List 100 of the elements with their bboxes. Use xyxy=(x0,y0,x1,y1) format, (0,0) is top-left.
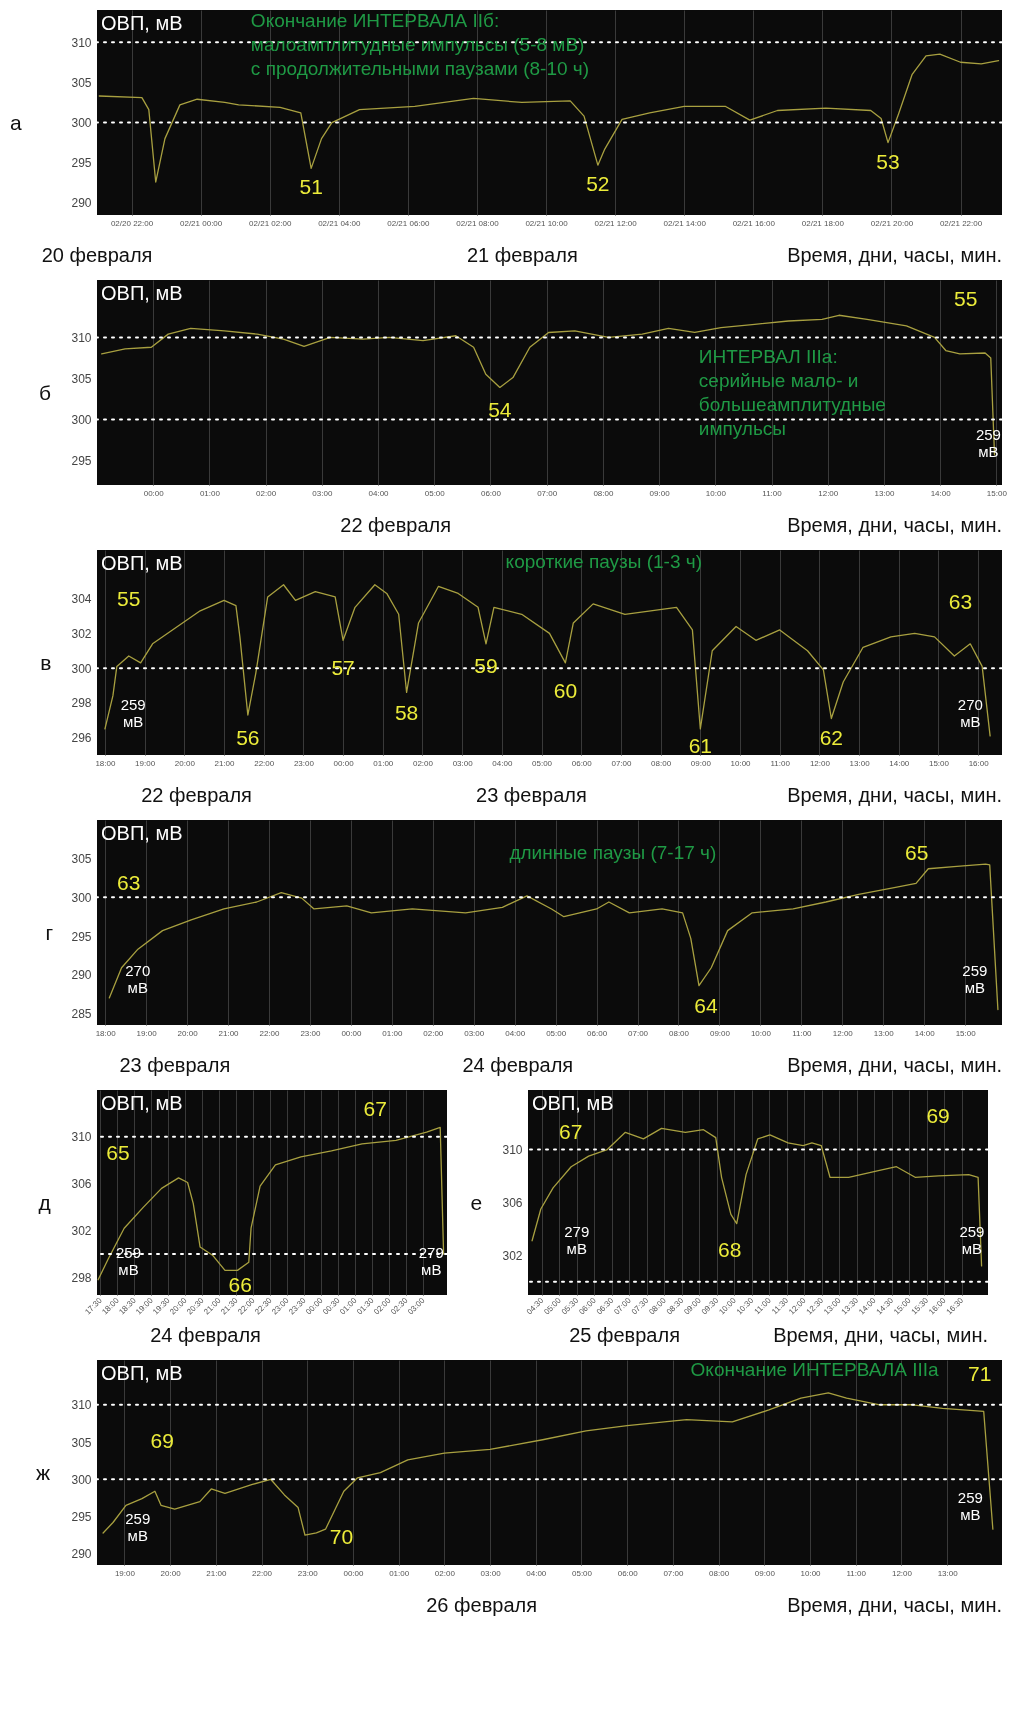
annotation: 67 xyxy=(363,1097,387,1121)
x-tick-label: 16:00 xyxy=(968,758,990,768)
text: 20 февраля xyxy=(41,244,153,266)
x-tick-label: 11:00 xyxy=(762,488,783,498)
x-tick-label: 10:00 xyxy=(750,1028,772,1038)
x-tick-label: 02/20 22:00 xyxy=(110,218,154,228)
text: Время, дни, часы, мин. xyxy=(787,514,1002,536)
annotation: 69 xyxy=(150,1429,174,1452)
x-tick-label: 09:00 xyxy=(754,1568,776,1578)
x-tick-label: 13:00 xyxy=(874,488,896,498)
y-tick-label: 295 xyxy=(71,1510,92,1525)
x-tick-label: 14:00 xyxy=(914,1028,936,1038)
text: г xyxy=(45,920,54,944)
x-tick-label: 02/21 12:00 xyxy=(594,218,638,228)
x-tick-label: 01:00 xyxy=(373,758,394,768)
text: в xyxy=(40,650,52,674)
x-tick-label: 06:00 xyxy=(480,488,502,498)
annotation: 57 xyxy=(331,656,355,680)
x-tick-label: 02/21 02:00 xyxy=(249,218,292,228)
annotation: 65 xyxy=(905,840,929,864)
x-tick-label: 06:00 xyxy=(571,758,593,768)
annotation: 56 xyxy=(236,726,260,750)
x-tick-label: 19:00 xyxy=(136,1028,158,1038)
annotation: 69 xyxy=(926,1104,950,1128)
x-tick-label: 01:00 xyxy=(199,488,221,498)
annotation: 71 xyxy=(968,1362,992,1386)
x-tick-label: 05:00 xyxy=(571,1568,593,1578)
annotation: 70 xyxy=(329,1524,354,1548)
y-tick-label: 300 xyxy=(71,890,92,905)
x-tick-label: 23:00 xyxy=(297,1568,319,1578)
annotation: 61 xyxy=(688,733,713,757)
text: 24 февраля xyxy=(150,1324,261,1346)
text: Время, дни, часы, мин. xyxy=(787,244,1002,266)
annotation: короткие паузы (1-3 ч) xyxy=(505,551,702,573)
annotation: 53 xyxy=(876,149,900,173)
text: 23 февраля xyxy=(476,784,587,806)
annotation: 279 мВ xyxy=(418,1243,444,1278)
y-tick-label: 295 xyxy=(71,453,92,468)
text: Время, дни, часы, мин. xyxy=(773,1324,988,1346)
annotation: 66 xyxy=(228,1273,252,1297)
annotation: 55 xyxy=(954,286,978,310)
y-tick-label: 300 xyxy=(71,412,92,427)
y-tick-label: 285 xyxy=(71,1006,92,1021)
annotation: 64 xyxy=(694,993,718,1017)
x-tick-label: 15:00 xyxy=(928,758,950,768)
y-tick-label: 305 xyxy=(71,75,92,90)
annotation: 63 xyxy=(948,590,973,614)
y-tick-label: 296 xyxy=(71,731,92,746)
x-tick-label: 11:00 xyxy=(792,1028,813,1038)
annotation: 279 мВ xyxy=(564,1223,590,1258)
x-tick-label: 20:00 xyxy=(160,1568,182,1578)
y-tick-label: 302 xyxy=(71,1224,92,1239)
x-tick-label: 18:00 xyxy=(95,758,116,768)
x-tick-label: 07:00 xyxy=(537,488,558,498)
x-tick-label: 02/21 10:00 xyxy=(525,218,569,228)
y-tick-label: 298 xyxy=(71,696,92,711)
x-tick-label: 04:00 xyxy=(492,758,513,768)
y-tick-label: 295 xyxy=(71,156,92,171)
x-tick-label: 13:00 xyxy=(873,1028,895,1038)
x-tick-label: 03:00 xyxy=(312,488,333,498)
text: 24 февраля xyxy=(462,1054,574,1076)
x-tick-label: 02:00 xyxy=(423,1028,444,1038)
annotation: 67 xyxy=(559,1120,583,1144)
x-tick-label: 22:00 xyxy=(252,1568,273,1578)
x-tick-label: 12:00 xyxy=(891,1568,913,1578)
annotation: Окончание ИНТЕРВАЛА IIб: малоамплитудные импульсы (5-8 мВ) с продолжительными паузами (8-10 ч) xyxy=(250,10,590,80)
y-tick-label: 300 xyxy=(71,1472,92,1487)
y-axis-title: ОВП, мВ xyxy=(101,822,183,844)
annotation: 62 xyxy=(819,725,843,749)
y-tick-label: 310 xyxy=(71,1130,92,1145)
annotation: 259 мВ xyxy=(962,961,988,996)
annotation: 259 мВ xyxy=(120,695,146,730)
x-tick-label: 02/21 00:00 xyxy=(179,218,223,228)
x-tick-label: 04:00 xyxy=(505,1028,526,1038)
x-tick-label: 20:00 xyxy=(174,758,196,768)
text: б xyxy=(38,380,51,404)
x-tick-label: 00:00 xyxy=(143,488,165,498)
x-tick-label: 02/21 22:00 xyxy=(939,218,983,228)
y-axis-title: ОВП, мВ xyxy=(101,1092,183,1114)
y-axis-title: ОВП, мВ xyxy=(101,282,183,304)
x-tick-label: 05:00 xyxy=(546,1028,567,1038)
annotation: длинные паузы (7-17 ч) xyxy=(509,841,717,863)
text: 23 февраля xyxy=(119,1054,231,1076)
text: д xyxy=(38,1190,51,1214)
y-tick-label: 290 xyxy=(71,196,92,211)
annotation: ИНТЕРВАЛ IIIа: серийные мало- и большеамплитудные импульсы xyxy=(698,345,886,439)
text: Время, дни, часы, мин. xyxy=(787,784,1002,806)
y-tick-label: 310 xyxy=(71,1398,92,1413)
text: е xyxy=(470,1190,483,1214)
x-tick-label: 08:00 xyxy=(651,758,672,768)
x-tick-label: 10:00 xyxy=(800,1568,822,1578)
text: 21 февраля xyxy=(466,244,578,266)
y-axis-title: ОВП, мВ xyxy=(101,1362,183,1384)
annotation: 51 xyxy=(299,175,323,199)
x-tick-label: 04:00 xyxy=(368,488,390,498)
annotation: 259 мВ xyxy=(975,425,1001,460)
x-tick-label: 05:00 xyxy=(532,758,553,768)
annotation: 259 мВ xyxy=(115,1243,142,1278)
x-tick-label: 19:00 xyxy=(135,758,156,768)
x-tick-label: 03:00 xyxy=(480,1568,502,1578)
